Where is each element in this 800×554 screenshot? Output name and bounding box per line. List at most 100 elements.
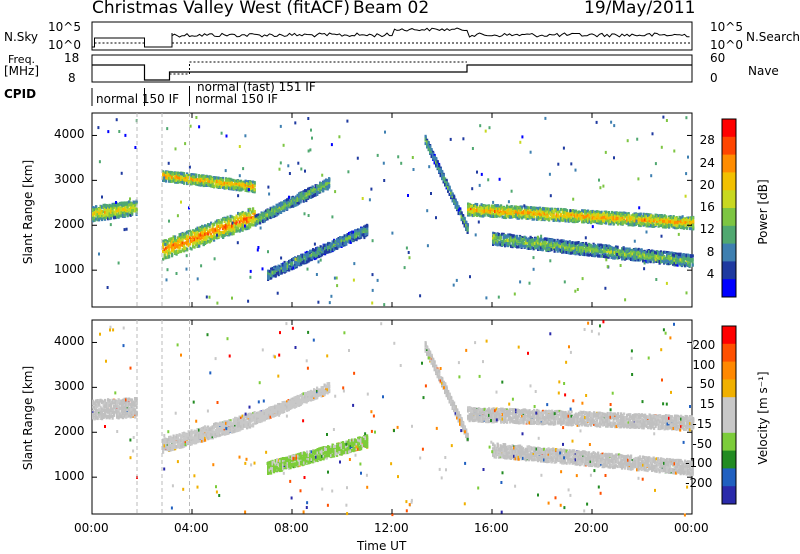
y-tick-label: 4000: [54, 127, 85, 142]
y-tick-label: 2000: [54, 424, 85, 439]
beam-label: Beam 02: [353, 0, 430, 18]
y-tick-label: 3000: [54, 379, 85, 394]
x-axis-label: Time UT: [357, 539, 407, 553]
velocity-colorbar-swatch: [722, 486, 736, 505]
freq-unit: [MHz]: [4, 64, 40, 78]
power-band-2: [162, 170, 256, 194]
y-tick-label: 3000: [54, 172, 85, 187]
nsky-label: N.Sky: [4, 30, 39, 44]
power-colorbar-swatch: [722, 208, 736, 227]
colorbar-tick-label: 28: [699, 133, 715, 148]
velocity-colorbar-swatch: [722, 361, 736, 380]
power-colorbar-frame: [721, 118, 737, 298]
colorbar-tick-label: 200: [692, 337, 716, 352]
power-panel: [92, 115, 695, 307]
power-band-5: [424, 134, 469, 234]
nave-tick-low: 0: [710, 71, 718, 85]
velocity-colorbar-swatch: [722, 326, 736, 345]
power-colorbar-swatch: [722, 190, 736, 209]
x-tick-label: 20:00: [574, 521, 609, 535]
colorbar-tick-label: -100: [685, 456, 713, 471]
freq-tick-low: 8: [68, 71, 76, 85]
colorbar-tick-label: 100: [692, 357, 716, 372]
freq-label: Freq.: [8, 53, 36, 66]
colorbar-tick-label: 16: [699, 200, 715, 214]
colorbar-tick-label: 15: [699, 397, 715, 412]
overlays: [91, 27, 737, 514]
power-band-4: [267, 223, 369, 281]
x-tick-label: 16:00: [474, 521, 509, 535]
velocity-noise: [99, 320, 694, 517]
power-band-1: [162, 207, 256, 261]
power-colorbar-swatch: [722, 172, 736, 191]
x-tick-label: 08:00: [274, 521, 309, 535]
power-noise: [97, 115, 689, 307]
x-tick-label: 00:00: [674, 521, 709, 535]
nave-trace: [169, 61, 467, 75]
date-label: 19/May/2011: [584, 0, 696, 18]
power-frame: [91, 112, 693, 308]
nsky-frame: [91, 21, 693, 51]
velocity-band-1: [162, 411, 256, 454]
power-band-6: [467, 202, 695, 231]
freq-trace: [92, 64, 692, 81]
power-band-7: [492, 231, 694, 268]
cpid-segment-1: normal 150 IF: [96, 92, 180, 106]
power-colorbar-swatch: [722, 136, 736, 156]
colorbar-tick-label: 8: [706, 244, 715, 259]
colorbar-tick-label: -200: [685, 476, 713, 491]
power-colorbar-swatch: [722, 225, 736, 245]
power-colorbar-swatch: [722, 243, 736, 262]
colorbar-tick-label: -15: [692, 416, 712, 431]
velocity-band-6: [492, 442, 694, 477]
freq-tick-high: 18: [64, 51, 80, 65]
colorbar-tick-label: 4: [706, 266, 715, 281]
nsky-tick-high: 10^5: [48, 20, 81, 34]
velocity-band-0: [92, 397, 138, 421]
velocity-band-2: [254, 382, 331, 425]
power-colorbar-label: Power [dB]: [756, 179, 770, 245]
velocity-panel: [92, 320, 695, 517]
x-tick-label: 00:00: [74, 521, 109, 535]
y-tick-label: 4000: [54, 334, 85, 349]
nave-tick-high: 60: [710, 51, 726, 65]
velocity-colorbar-frame: [721, 325, 737, 505]
velocity-colorbar-label: Velocity [m s⁻¹]: [756, 371, 770, 465]
y-tick-label: 2000: [54, 217, 85, 232]
velocity-band-3: [267, 434, 369, 475]
velocity-colorbar-swatch: [722, 432, 736, 452]
velocity-colorbar-swatch: [722, 379, 736, 398]
nsearch-tick-low: 10^0: [710, 38, 743, 52]
colorbar-tick-label: -50: [692, 436, 712, 451]
plot-title: Christmas Valley West (fitACF): [92, 0, 351, 18]
y-tick-label: 1000: [54, 262, 85, 277]
power-colorbar-swatch: [722, 261, 736, 280]
nave-label: Nave: [748, 64, 779, 78]
power-colorbar-swatch: [722, 119, 736, 138]
power-band-3: [254, 177, 331, 227]
velocity-colorbar-swatch: [722, 450, 736, 469]
y-tick-label: 1000: [54, 469, 85, 484]
cpid-segment-3: normal 150 IF: [195, 92, 279, 106]
nsky-tick-low: 10^0: [48, 38, 81, 52]
cpid-segment-2: normal (fast) 151 IF: [197, 80, 316, 94]
velocity-colorbar-swatch: [722, 343, 736, 363]
x-tick-label: 04:00: [174, 521, 209, 535]
velocity-ylabel: Slant Range [km]: [21, 365, 35, 471]
power-band-0: [92, 199, 138, 223]
nsearch-tick-high: 10^5: [710, 20, 743, 34]
colorbar-tick-label: 20: [699, 177, 715, 192]
nsearch-label: N.Search: [746, 30, 800, 44]
power-colorbar-swatch: [722, 279, 736, 298]
power-ylabel: Slant Range [km]: [21, 159, 35, 265]
colorbar-tick-label: 12: [699, 222, 715, 237]
cpid-label: CPID: [4, 87, 37, 101]
velocity-colorbar-swatch: [722, 468, 736, 487]
velocity-colorbar-swatch: [722, 415, 736, 434]
nsky-trace: [92, 27, 690, 48]
velocity-colorbar-swatch: [722, 397, 736, 416]
colorbar-tick-label: 24: [699, 155, 715, 170]
cpid-markers: [91, 86, 190, 106]
velocity-band-5: [467, 406, 695, 432]
